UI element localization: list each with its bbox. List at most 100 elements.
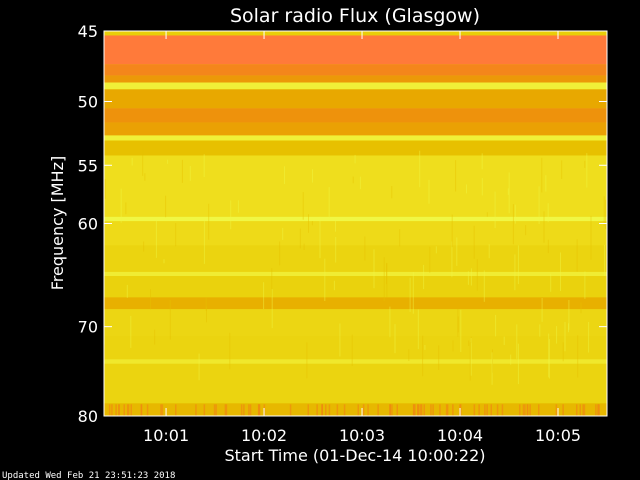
texture-streak bbox=[562, 342, 564, 362]
texture-streak bbox=[491, 352, 493, 385]
texture-streak bbox=[476, 259, 478, 291]
texture-streak bbox=[230, 200, 232, 230]
texture-streak bbox=[391, 186, 393, 199]
texture-streak bbox=[386, 263, 387, 285]
texture-streak bbox=[481, 178, 483, 196]
texture-streak bbox=[603, 196, 605, 226]
texture-streak bbox=[525, 225, 527, 236]
texture-streak bbox=[144, 173, 146, 181]
frequency-band bbox=[104, 31, 607, 36]
texture-streak bbox=[104, 179, 106, 199]
texture-streak bbox=[514, 254, 516, 291]
texture-streak bbox=[302, 192, 304, 220]
texture-streak bbox=[143, 241, 145, 252]
texture-streak bbox=[131, 157, 133, 166]
texture-streak bbox=[189, 166, 191, 181]
texture-streak bbox=[597, 404, 599, 416]
x-tick-label: 10:04 bbox=[437, 426, 483, 445]
texture-streak bbox=[470, 337, 472, 376]
frequency-band bbox=[104, 122, 607, 136]
texture-streak bbox=[503, 336, 505, 345]
texture-streak bbox=[439, 404, 441, 416]
texture-streak bbox=[386, 262, 388, 298]
texture-streak bbox=[203, 220, 205, 264]
texture-streak bbox=[126, 404, 129, 416]
texture-streak bbox=[576, 404, 578, 416]
texture-streak bbox=[282, 227, 284, 240]
frequency-band bbox=[104, 336, 607, 360]
texture-streak bbox=[169, 299, 171, 340]
texture-streak bbox=[413, 404, 415, 416]
texture-streak bbox=[377, 404, 379, 416]
texture-streak bbox=[351, 334, 353, 366]
frequency-band bbox=[104, 64, 607, 76]
texture-streak bbox=[161, 404, 164, 416]
texture-streak bbox=[562, 404, 564, 416]
texture-streak bbox=[478, 404, 480, 416]
frequency-band bbox=[104, 271, 607, 277]
texture-streak bbox=[389, 306, 391, 338]
frequency-band bbox=[104, 108, 607, 123]
texture-streak bbox=[306, 342, 308, 379]
texture-streak bbox=[488, 244, 490, 259]
texture-streak bbox=[284, 166, 285, 184]
texture-streak bbox=[516, 324, 518, 359]
texture-streak bbox=[198, 353, 200, 381]
texture-streak bbox=[324, 258, 326, 301]
texture-streak bbox=[359, 176, 361, 190]
texture-streak bbox=[343, 404, 346, 416]
texture-streak bbox=[352, 176, 354, 184]
texture-streak bbox=[412, 272, 414, 314]
y-tick-label: 45 bbox=[78, 22, 98, 41]
texture-streak bbox=[142, 147, 144, 176]
texture-streak bbox=[420, 404, 422, 416]
texture-streak bbox=[424, 345, 426, 350]
frequency-band bbox=[104, 135, 607, 141]
texture-streak bbox=[248, 404, 250, 416]
frequency-band bbox=[104, 75, 607, 83]
texture-streak bbox=[423, 404, 425, 416]
x-tick-label: 10:01 bbox=[143, 426, 189, 445]
texture-streak bbox=[423, 264, 425, 290]
texture-streak bbox=[490, 404, 492, 416]
frequency-band bbox=[104, 245, 607, 272]
texture-streak bbox=[550, 273, 552, 292]
texture-streak bbox=[586, 153, 588, 188]
texture-streak bbox=[130, 404, 132, 416]
texture-streak bbox=[165, 195, 167, 218]
texture-streak bbox=[289, 404, 292, 416]
texture-streak bbox=[435, 246, 437, 254]
texture-streak bbox=[460, 309, 462, 352]
texture-streak bbox=[175, 223, 177, 247]
texture-streak bbox=[140, 404, 142, 416]
texture-streak bbox=[492, 349, 493, 373]
texture-streak bbox=[208, 203, 210, 240]
texture-streak bbox=[473, 225, 475, 259]
texture-streak bbox=[308, 214, 309, 233]
texture-streak bbox=[108, 404, 111, 416]
texture-streak bbox=[391, 404, 393, 416]
texture-streak bbox=[452, 340, 454, 352]
texture-streak bbox=[240, 404, 243, 416]
texture-streak bbox=[203, 404, 206, 416]
texture-streak bbox=[588, 322, 590, 353]
texture-streak bbox=[455, 160, 457, 192]
texture-streak bbox=[548, 333, 550, 378]
texture-streak bbox=[414, 404, 416, 416]
x-tick-label: 10:02 bbox=[241, 426, 287, 445]
texture-streak bbox=[429, 246, 431, 273]
texture-streak bbox=[576, 239, 578, 272]
texture-streak bbox=[419, 150, 421, 188]
texture-streak bbox=[524, 404, 526, 416]
x-tick-label: 10:03 bbox=[339, 426, 385, 445]
plot-frame bbox=[103, 30, 608, 417]
texture-streak bbox=[111, 404, 113, 416]
texture-streak bbox=[175, 404, 177, 416]
texture-streak bbox=[555, 404, 558, 416]
texture-streak bbox=[271, 268, 273, 297]
texture-streak bbox=[457, 316, 459, 333]
texture-streak bbox=[150, 289, 151, 310]
texture-streak bbox=[545, 175, 547, 192]
texture-streak bbox=[126, 284, 128, 298]
texture-streak bbox=[362, 404, 365, 416]
